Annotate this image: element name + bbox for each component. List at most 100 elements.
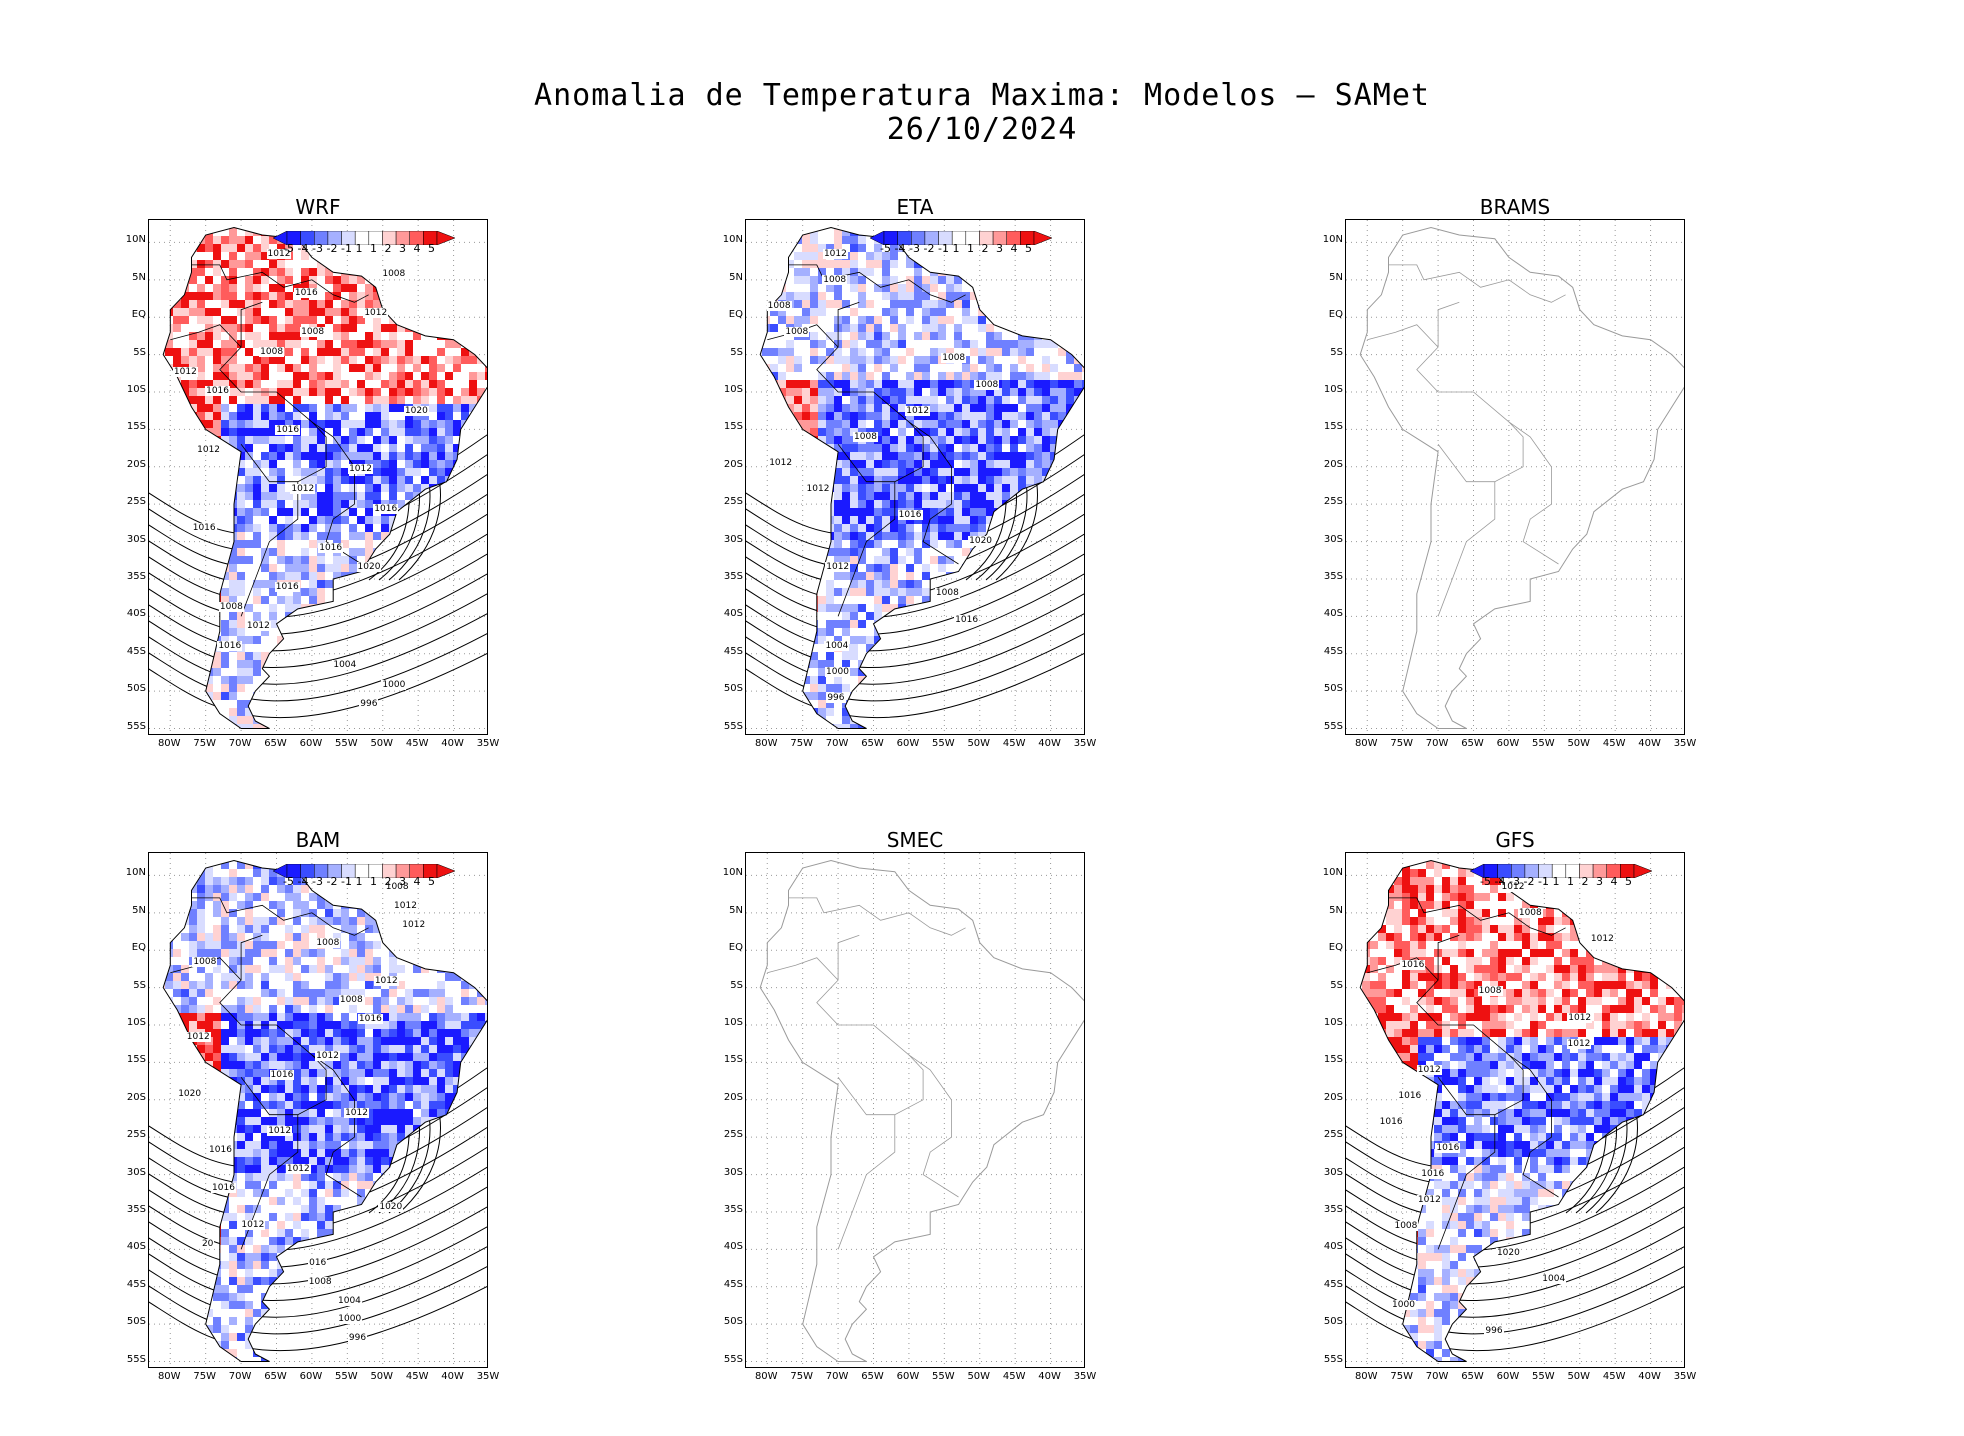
- anomaly-cell: [810, 452, 818, 460]
- anomaly-cell: [349, 436, 357, 444]
- anomaly-cell: [389, 612, 397, 620]
- anomaly-cell: [213, 227, 221, 228]
- anomaly-cell: [237, 252, 245, 260]
- anomaly-cell: [309, 540, 317, 548]
- isobar-line: [149, 613, 487, 685]
- anomaly-cell: [173, 227, 181, 228]
- lat-tick-label: 45S: [126, 645, 146, 657]
- anomaly-cell: [882, 532, 890, 540]
- anomaly-cell: [453, 340, 461, 348]
- anomaly-cell: [986, 444, 994, 452]
- anomaly-cell: [261, 692, 269, 700]
- anomaly-cell: [962, 396, 970, 404]
- anomaly-cell: [357, 380, 365, 388]
- anomaly-cell: [954, 500, 962, 508]
- anomaly-cell: [786, 564, 794, 572]
- anomaly-cell: [269, 284, 277, 292]
- anomaly-cell: [874, 308, 882, 316]
- anomaly-cell: [213, 276, 221, 284]
- anomaly-cell: [818, 276, 826, 284]
- anomaly-cell: [786, 540, 794, 548]
- anomaly-cell: [301, 620, 309, 628]
- anomaly-cell: [373, 716, 381, 724]
- anomaly-cell: [485, 524, 487, 532]
- anomaly-cell: [445, 388, 453, 396]
- anomaly-cell: [954, 428, 962, 436]
- anomaly-cell: [293, 732, 301, 735]
- anomaly-cell: [914, 380, 922, 388]
- anomaly-cell: [405, 620, 413, 628]
- anomaly-cell: [421, 484, 429, 492]
- anomaly-cell: [437, 388, 445, 396]
- anomaly-cell: [181, 564, 189, 572]
- anomaly-cell: [237, 284, 245, 292]
- anomaly-cell: [842, 372, 850, 380]
- anomaly-cell: [301, 388, 309, 396]
- anomaly-cell: [762, 380, 770, 388]
- anomaly-cell: [1074, 364, 1082, 372]
- anomaly-cell: [842, 460, 850, 468]
- anomaly-cell: [818, 300, 826, 308]
- anomaly-cell: [858, 572, 866, 580]
- anomaly-cell: [818, 308, 826, 316]
- anomaly-cell: [163, 227, 165, 228]
- anomaly-cell: [882, 292, 890, 300]
- anomaly-cell: [826, 580, 834, 588]
- anomaly-cell: [189, 252, 197, 260]
- anomaly-cell: [293, 420, 301, 428]
- anomaly-cell: [333, 556, 341, 564]
- anomaly-cell: [163, 268, 165, 276]
- anomaly-cell: [277, 484, 285, 492]
- anomaly-cell: [794, 356, 802, 364]
- anomaly-cell: [1002, 372, 1010, 380]
- anomaly-cell: [173, 436, 181, 444]
- anomaly-cell: [818, 508, 826, 516]
- anomaly-cell: [397, 604, 405, 612]
- anomaly-cell: [778, 316, 786, 324]
- anomaly-cell: [245, 724, 253, 729]
- anomaly-cell: [986, 476, 994, 484]
- anomaly-cell: [365, 476, 373, 484]
- anomaly-cell: [261, 468, 269, 476]
- anomaly-cell: [421, 380, 429, 388]
- anomaly-cell: [970, 500, 978, 508]
- anomaly-cell: [237, 260, 245, 268]
- anomaly-cell: [309, 364, 317, 372]
- anomaly-cell: [269, 404, 277, 412]
- anomaly-cell: [938, 532, 946, 540]
- anomaly-cell: [389, 516, 397, 524]
- anomaly-cell: [197, 460, 205, 468]
- anomaly-cell: [333, 380, 341, 388]
- anomaly-cell: [163, 300, 165, 308]
- anomaly-cell: [834, 500, 842, 508]
- anomaly-cell: [850, 540, 858, 548]
- anomaly-cell: [954, 396, 962, 404]
- anomaly-cell: [818, 428, 826, 436]
- anomaly-cell: [229, 364, 237, 372]
- anomaly-cell: [245, 452, 253, 460]
- anomaly-cell: [453, 227, 461, 228]
- anomaly-cell: [1050, 396, 1058, 404]
- anomaly-cell: [818, 292, 826, 300]
- anomaly-cell: [285, 388, 293, 396]
- anomaly-cell: [229, 700, 237, 708]
- anomaly-cell: [786, 364, 794, 372]
- anomaly-cell: [477, 564, 485, 572]
- anomaly-cell: [253, 252, 261, 260]
- anomaly-cell: [882, 556, 890, 564]
- anomaly-cell: [301, 668, 309, 676]
- anomaly-cell: [866, 260, 874, 268]
- anomaly-cell: [461, 372, 469, 380]
- anomaly-cell: [1066, 252, 1074, 260]
- anomaly-cell: [874, 532, 882, 540]
- anomaly-cell: [381, 428, 389, 436]
- anomaly-cell: [421, 268, 429, 276]
- anomaly-cell: [477, 227, 485, 228]
- anomaly-cell: [906, 340, 914, 348]
- anomaly-cell: [898, 420, 906, 428]
- anomaly-cell: [826, 476, 834, 484]
- anomaly-cell: [1002, 404, 1010, 412]
- anomaly-cell: [253, 556, 261, 564]
- anomaly-cell: [1002, 444, 1010, 452]
- isobar-label: 1016: [293, 288, 319, 299]
